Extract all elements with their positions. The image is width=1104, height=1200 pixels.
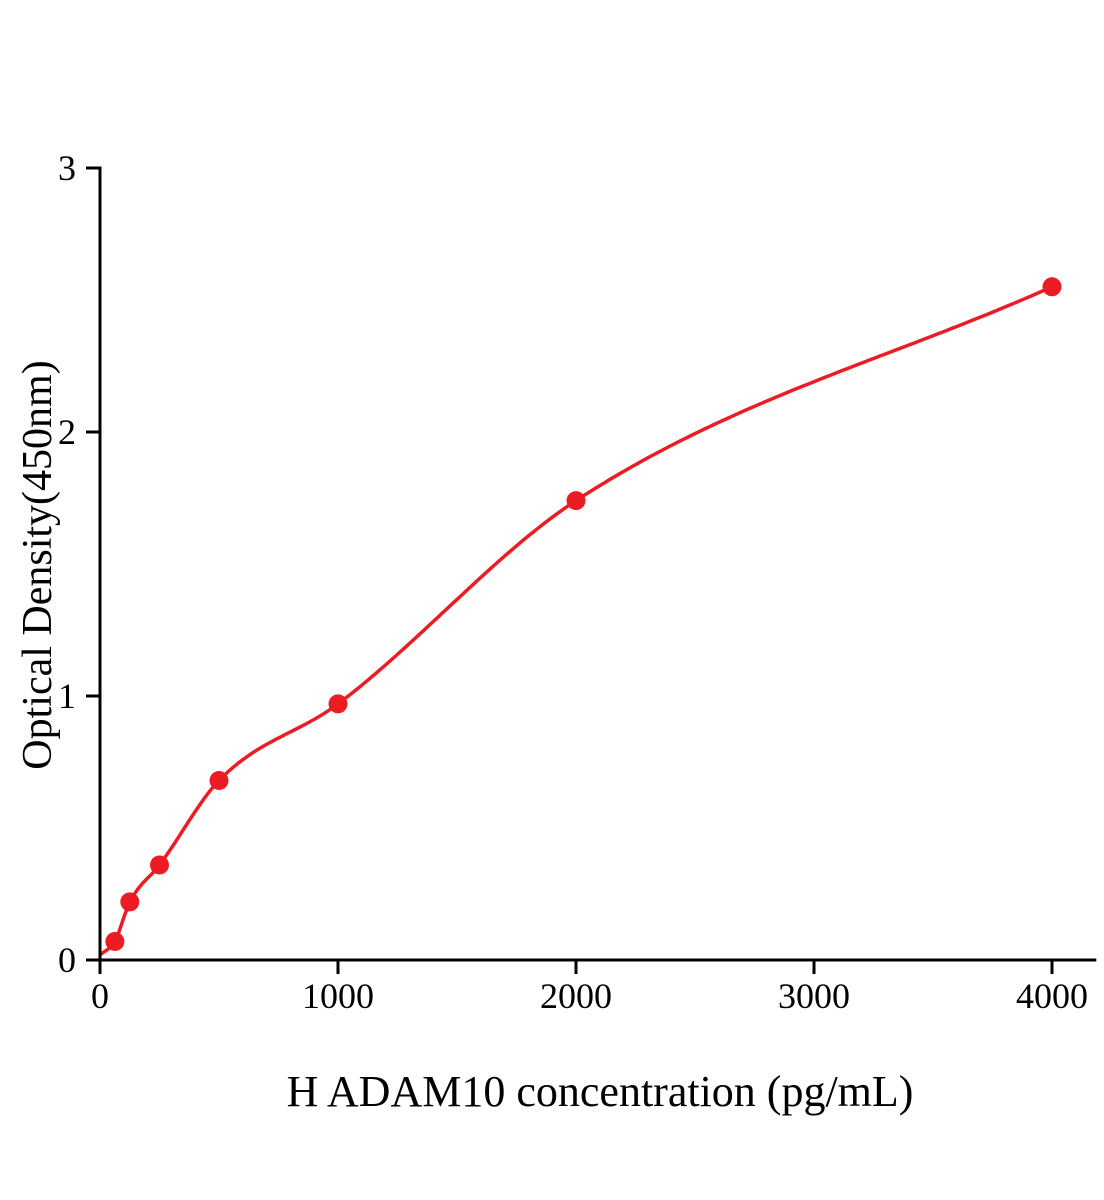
y-tick-label: 3	[58, 148, 76, 188]
x-tick-label: 3000	[778, 976, 850, 1016]
y-tick-label: 2	[58, 412, 76, 452]
x-axis-title: H ADAM10 concentration (pg/mL)	[286, 1067, 914, 1116]
data-point	[566, 491, 586, 511]
data-point	[120, 892, 140, 912]
data-point	[150, 855, 169, 875]
x-tick-label: 2000	[540, 976, 612, 1016]
y-tick-label: 0	[58, 940, 76, 980]
x-tick-label: 0	[91, 976, 109, 1016]
y-tick-label: 1	[58, 676, 76, 716]
data-point	[1042, 277, 1062, 297]
x-tick-label: 1000	[302, 976, 374, 1016]
fitted-curve	[99, 285, 1053, 957]
data-point	[105, 932, 125, 951]
data-point	[209, 771, 229, 790]
data-point	[328, 694, 348, 714]
x-tick-label: 4000	[1016, 976, 1088, 1016]
y-axis-title: Optical Density(450nm)	[15, 360, 61, 770]
